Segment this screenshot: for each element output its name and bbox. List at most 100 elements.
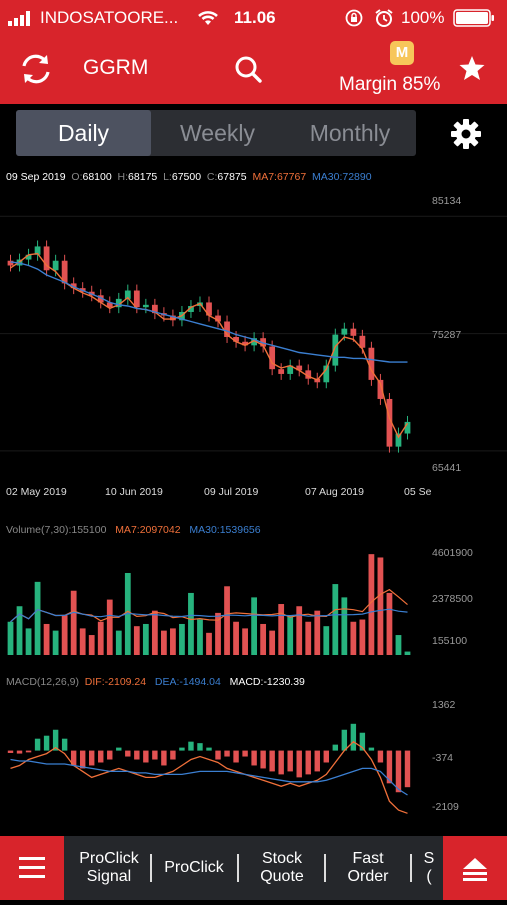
volume-y-tick-top: 4601900 (432, 547, 473, 559)
volume-bar (215, 612, 221, 655)
macd-histogram-bar (161, 750, 167, 766)
candle-body (25, 254, 32, 260)
volume-bar (206, 632, 212, 655)
price-candlestick-chart[interactable] (0, 190, 507, 490)
open-value: 68100 (82, 171, 112, 183)
settings-gear-icon[interactable] (449, 117, 483, 156)
macd-y-tick-low: -2109 (432, 801, 459, 813)
toolbar-divider (150, 854, 152, 882)
tab-weekly[interactable]: Weekly (180, 120, 255, 146)
dif-value: -2109.24 (104, 676, 147, 688)
more-toolbar-item[interactable]: S( (414, 836, 444, 900)
price-x-tick: 10 Jun 2019 (105, 486, 163, 498)
price-y-tick-mid: 75287 (432, 329, 462, 341)
macd-histogram-bar (341, 729, 348, 751)
macd-value: -1230.39 (263, 676, 305, 688)
volume-bar (260, 623, 267, 655)
macd-histogram-bar (386, 750, 393, 784)
candle-body (251, 338, 257, 346)
candle-body (224, 321, 230, 337)
macd-histogram-bar (206, 747, 212, 751)
macd-histogram-bar (377, 750, 384, 763)
more-item-line2: ( (426, 868, 432, 885)
low-label: L: (163, 171, 172, 183)
period-tabs: Daily Weekly Monthly (0, 104, 507, 162)
candle-body (188, 306, 194, 312)
volume-bar (197, 619, 203, 655)
macd-histogram-bar (251, 750, 257, 766)
macd-histogram-bar (25, 750, 32, 753)
candle-body (34, 246, 41, 255)
volume-ma30-line (10, 608, 408, 623)
toolbar-divider (237, 854, 239, 882)
volume-bar (332, 584, 339, 655)
volume-label: Volume(7,30): (6, 524, 72, 536)
volume-ma7-value: 2097042 (139, 524, 181, 536)
volume-bar (386, 592, 393, 655)
macd-histogram-bar (43, 735, 50, 751)
menu-button[interactable] (0, 836, 64, 900)
macd-histogram-bar (52, 729, 59, 751)
volume-bar (341, 597, 348, 655)
candle-body (215, 315, 221, 322)
expand-up-button[interactable] (443, 836, 507, 900)
search-icon[interactable] (233, 54, 263, 89)
macd-histogram-bar (233, 750, 239, 763)
macd-histogram-bar (61, 738, 68, 751)
stock-quote-line2: Quote (260, 868, 304, 885)
candle-body (233, 337, 239, 342)
more-item-line1: S (423, 850, 435, 867)
macd-histogram-bar (89, 750, 95, 766)
eject-up-icon (463, 858, 487, 881)
dea-value: -1494.04 (179, 676, 221, 688)
tab-daily[interactable]: Daily (16, 110, 151, 156)
candle-body (368, 347, 375, 380)
open-label: O: (71, 171, 83, 183)
macd-histogram-bar (16, 750, 23, 754)
volume-ma7-label: MA7: (115, 524, 140, 536)
volume-bar (251, 597, 257, 655)
stock-quote-button[interactable]: Stock Quote (242, 836, 322, 900)
volume-info-line: Volume(7,30):155100 MA7:2097042 MA30:153… (6, 524, 261, 536)
candle-body (133, 290, 140, 308)
volume-bar (359, 619, 366, 655)
proclick-button[interactable]: ProClick (154, 836, 234, 900)
ma7-line (10, 252, 409, 439)
volume-bar (296, 606, 303, 655)
fast-order-button[interactable]: Fast Order (328, 836, 408, 900)
tab-monthly[interactable]: Monthly (309, 120, 391, 146)
candle-body (305, 370, 312, 379)
ma7-label: MA7: (252, 171, 277, 183)
volume-bar-chart[interactable] (0, 545, 507, 657)
macd-histogram-bar (368, 747, 375, 751)
macd-histogram-bar (242, 750, 248, 757)
macd-histogram-bar (197, 743, 203, 751)
volume-bar (368, 554, 375, 655)
refresh-icon[interactable] (18, 51, 54, 92)
hamburger-icon (19, 857, 45, 878)
macd-y-tick-top: 1362 (432, 699, 456, 711)
price-x-tick: 09 Jul 2019 (204, 486, 259, 498)
star-icon[interactable] (458, 54, 486, 87)
proclick-signal-button[interactable]: ProClick Signal (70, 836, 148, 900)
margin-text[interactable]: Margin 85% (339, 74, 441, 95)
price-y-tick-top: 85134 (432, 195, 462, 207)
candle-body (332, 334, 339, 366)
battery-icon (453, 9, 495, 32)
volume-value: 155100 (71, 524, 107, 536)
stock-symbol[interactable]: GGRM (83, 56, 149, 79)
macd-histogram-bar (404, 750, 411, 788)
fast-order-line2: Order (347, 868, 389, 885)
macd-chart[interactable] (0, 696, 507, 826)
macd-histogram-bar (134, 750, 140, 760)
volume-bar (115, 630, 122, 655)
app-header: GGRM M Margin 85% (0, 36, 507, 104)
macd-histogram-bar (170, 750, 176, 760)
volume-bar (188, 592, 194, 655)
volume-bar (52, 630, 59, 655)
macd-histogram-bar (179, 747, 185, 751)
candle-body (142, 304, 149, 308)
volume-bar (350, 621, 357, 655)
candle-body (269, 346, 276, 370)
volume-bar (404, 651, 411, 655)
